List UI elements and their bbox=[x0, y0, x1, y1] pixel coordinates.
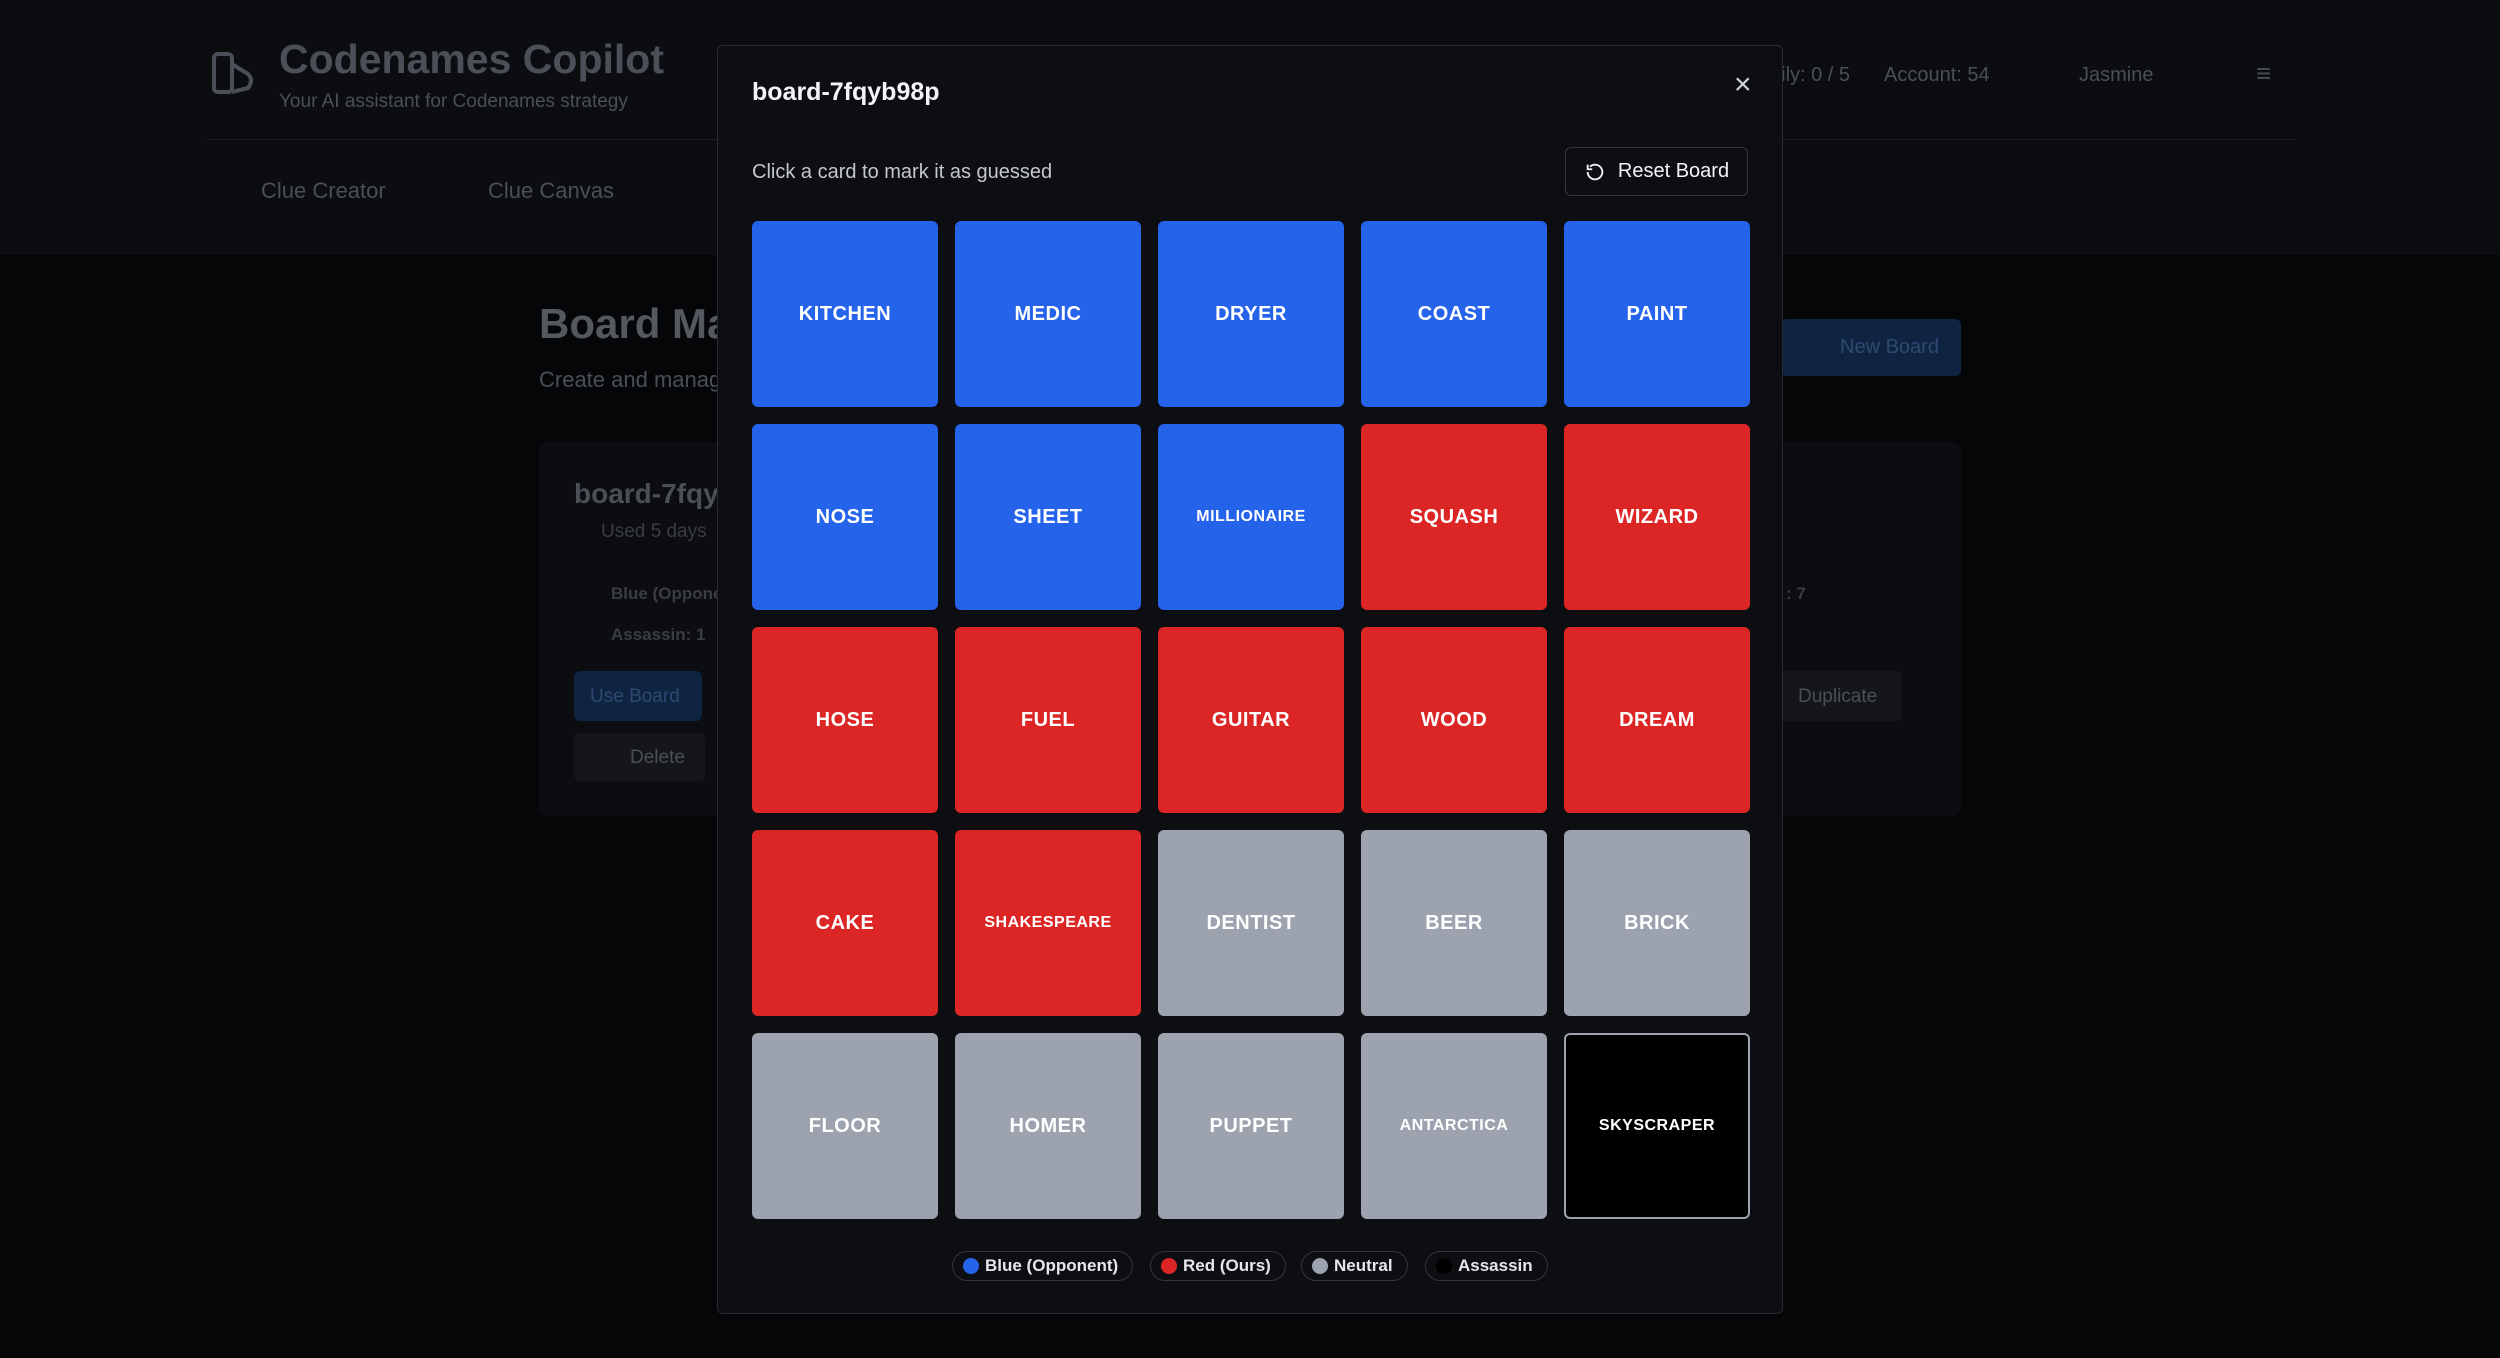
card[interactable]: ANTARCTICA bbox=[1361, 1033, 1547, 1219]
card[interactable]: FUEL bbox=[955, 627, 1141, 813]
card[interactable]: SHAKESPEARE bbox=[955, 830, 1141, 1016]
neutral-count: : 7 bbox=[1786, 584, 1806, 603]
card[interactable]: HOSE bbox=[752, 627, 938, 813]
card[interactable]: HOMER bbox=[955, 1033, 1141, 1219]
blue-count: Blue (Oppone bbox=[611, 584, 723, 603]
card[interactable]: DRYER bbox=[1158, 221, 1344, 407]
card[interactable]: SQUASH bbox=[1361, 424, 1547, 610]
used: Used 5 days bbox=[601, 521, 707, 542]
card[interactable]: BRICK bbox=[1564, 830, 1750, 1016]
legend-item: Blue (Opponent) bbox=[952, 1251, 1134, 1281]
nav-item[interactable]: Clue Canvas bbox=[488, 178, 614, 203]
card[interactable]: WOOD bbox=[1361, 627, 1547, 813]
card[interactable]: CAKE bbox=[752, 830, 938, 1016]
card[interactable]: NOSE bbox=[752, 424, 938, 610]
card[interactable]: PUPPET bbox=[1158, 1033, 1344, 1219]
legend-item: Red (Ours) bbox=[1150, 1251, 1286, 1281]
page-subtitle: Create and manag bbox=[539, 367, 722, 392]
modal-title: board-7fqyb98p bbox=[752, 78, 940, 106]
use-board-button[interactable] bbox=[574, 671, 702, 721]
card[interactable]: MILLIONAIRE bbox=[1158, 424, 1344, 610]
legend-swatch bbox=[1312, 1258, 1328, 1274]
legend-label: Neutral bbox=[1334, 1256, 1393, 1275]
app-subtitle: Your AI assistant for Codenames strategy bbox=[279, 91, 628, 112]
new-board-label[interactable]: New Board bbox=[1840, 336, 1939, 358]
app-title: Codenames Copilot bbox=[279, 36, 664, 82]
card[interactable]: KITCHEN bbox=[752, 221, 938, 407]
legend-item: Neutral bbox=[1301, 1251, 1408, 1281]
reset-button[interactable]: Reset Board bbox=[1565, 147, 1748, 196]
legend-swatch bbox=[1161, 1258, 1177, 1274]
card[interactable]: BEER bbox=[1361, 830, 1547, 1016]
modal: board-7fqyb98p × Click a card to mark it… bbox=[717, 45, 1783, 1314]
card[interactable]: FLOOR bbox=[752, 1033, 938, 1219]
menu-icon[interactable]: ≡ bbox=[2256, 58, 2272, 88]
board-name: board-7fqyb bbox=[574, 478, 736, 509]
duplicate-label[interactable]: Duplicate bbox=[1798, 686, 1878, 707]
card[interactable]: GUITAR bbox=[1158, 627, 1344, 813]
card[interactable]: WIZARD bbox=[1564, 424, 1750, 610]
legend-label: Assassin bbox=[1458, 1256, 1533, 1275]
legend-swatch bbox=[963, 1258, 979, 1274]
reset-label[interactable]: Reset Board bbox=[1617, 160, 1730, 182]
card[interactable]: COAST bbox=[1361, 221, 1547, 407]
card[interactable]: SHEET bbox=[955, 424, 1141, 610]
card[interactable]: DREAM bbox=[1564, 627, 1750, 813]
card[interactable]: DENTIST bbox=[1158, 830, 1344, 1016]
legend-label: Red (Ours) bbox=[1183, 1256, 1271, 1275]
legend-swatch bbox=[1436, 1258, 1452, 1274]
card[interactable]: PAINT bbox=[1564, 221, 1750, 407]
duplicate-button[interactable] bbox=[1770, 671, 1902, 721]
delete-label[interactable]: Delete bbox=[630, 747, 685, 768]
user[interactable]: Jasmine bbox=[2079, 64, 2154, 86]
page-title: Board Ma bbox=[539, 300, 731, 347]
delete-button[interactable] bbox=[574, 733, 705, 781]
use-board-label[interactable]: Use Board bbox=[590, 686, 680, 707]
logo bbox=[212, 52, 253, 94]
close-button[interactable]: × bbox=[1734, 68, 1752, 101]
card[interactable]: MEDIC bbox=[955, 221, 1141, 407]
nav-item[interactable]: Clue Creator bbox=[261, 178, 386, 203]
legend-label: Blue (Opponent) bbox=[985, 1256, 1119, 1275]
reset-icon bbox=[1586, 163, 1604, 180]
new-board-button[interactable] bbox=[1781, 319, 1961, 376]
legend-item: Assassin bbox=[1425, 1251, 1548, 1281]
usage: aily: 0 / 5 bbox=[1770, 64, 1851, 86]
instruction: Click a card to mark it as guessed bbox=[752, 161, 1053, 183]
assassin-count: Assassin: 1 bbox=[611, 625, 706, 644]
account: Account: 54 bbox=[1884, 64, 1990, 86]
card[interactable]: SKYSCRAPER bbox=[1564, 1033, 1750, 1219]
